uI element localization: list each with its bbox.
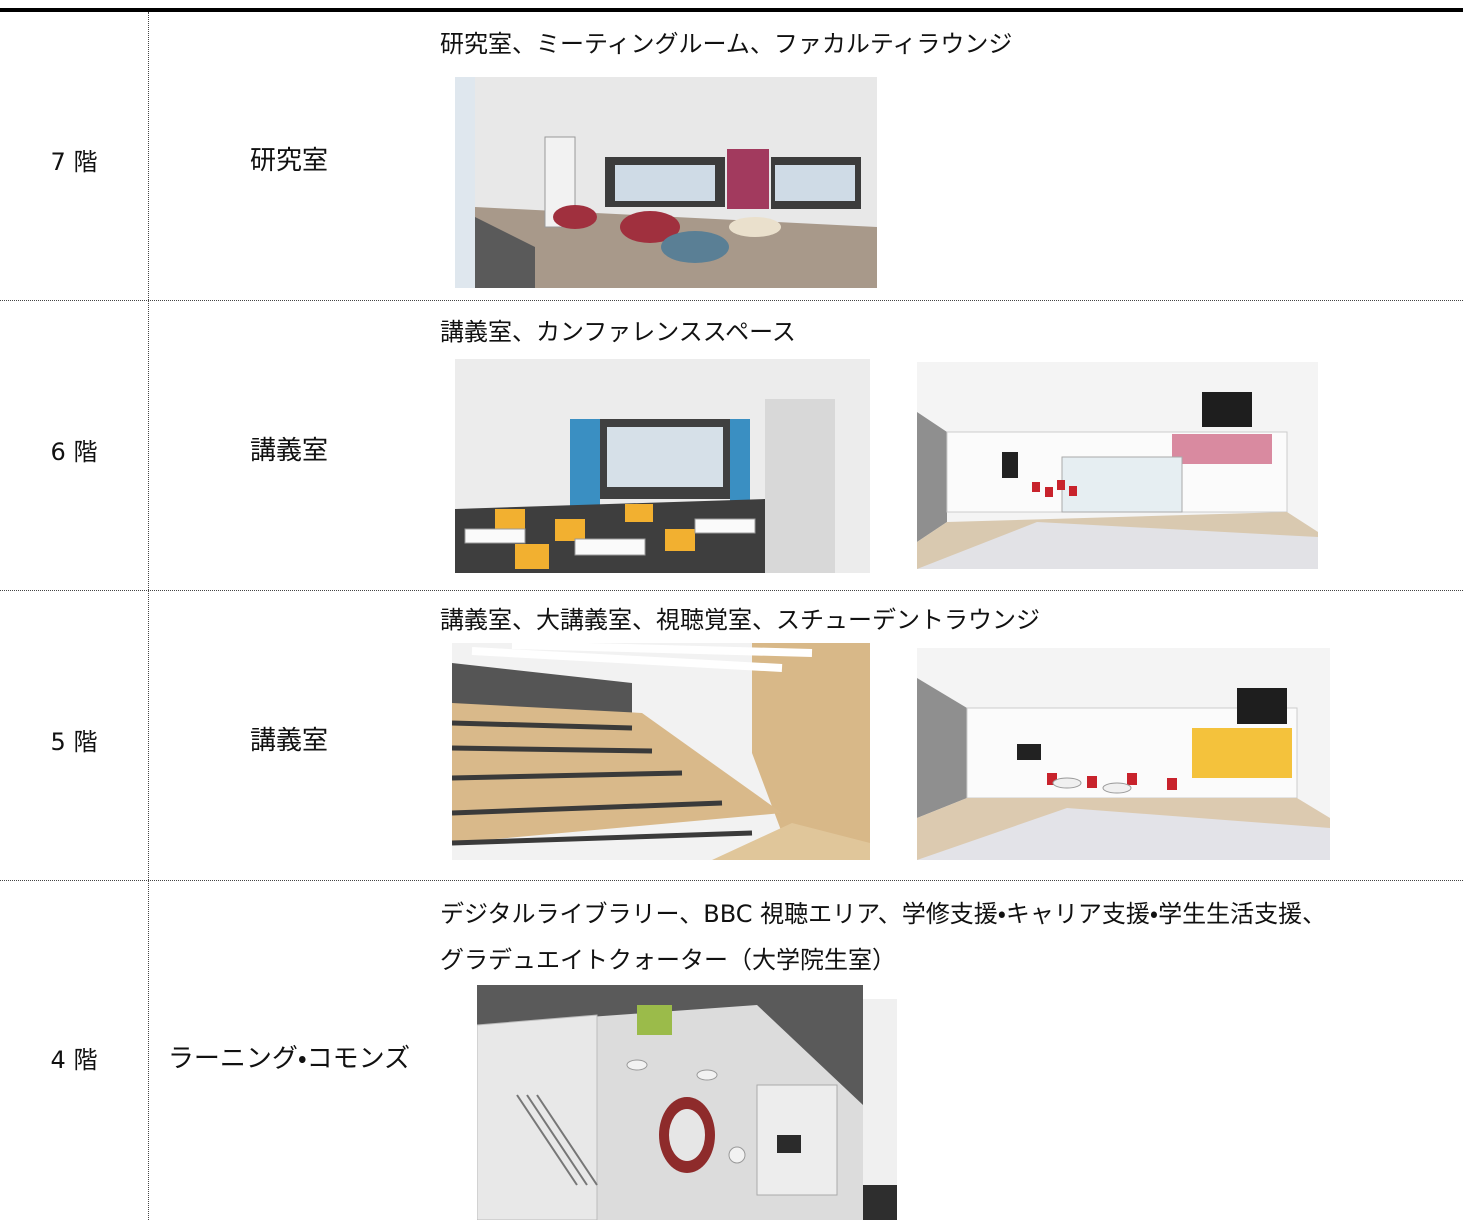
room-label: ラーニング・コモンズ [167,1044,411,1074]
description: 講義室、大講義室、視聴覚室、スチューデントラウンジ [440,606,1040,634]
photo [917,648,1330,860]
row-divider [0,300,1463,301]
floor-label: 5 階 [50,728,98,756]
floor-label: 7 階 [50,148,98,176]
room-label: 講義室 [249,436,328,466]
photo [917,362,1318,569]
description: 講義室、カンファレンススペース [440,318,796,346]
photo [455,77,877,288]
room-label: 研究室 [249,146,328,176]
row-divider [0,590,1463,591]
floor-label: 6 階 [50,438,98,466]
row-divider [0,880,1463,881]
floor-label: 4 階 [50,1046,98,1074]
room-label: 講義室 [249,726,328,756]
photo [477,985,897,1220]
photo [452,643,870,860]
column-divider [148,12,149,1220]
top-rule [0,8,1463,12]
description: グラデュエイトクォーター（大学院生室） [440,946,896,974]
photo [455,359,870,573]
description: 研究室、ミーティングルーム、ファカルティラウンジ [440,30,1013,58]
description: デジタルライブラリー、BBC 視聴エリア、学修支援・キャリア支援・学生生活支援、 [440,900,1327,928]
